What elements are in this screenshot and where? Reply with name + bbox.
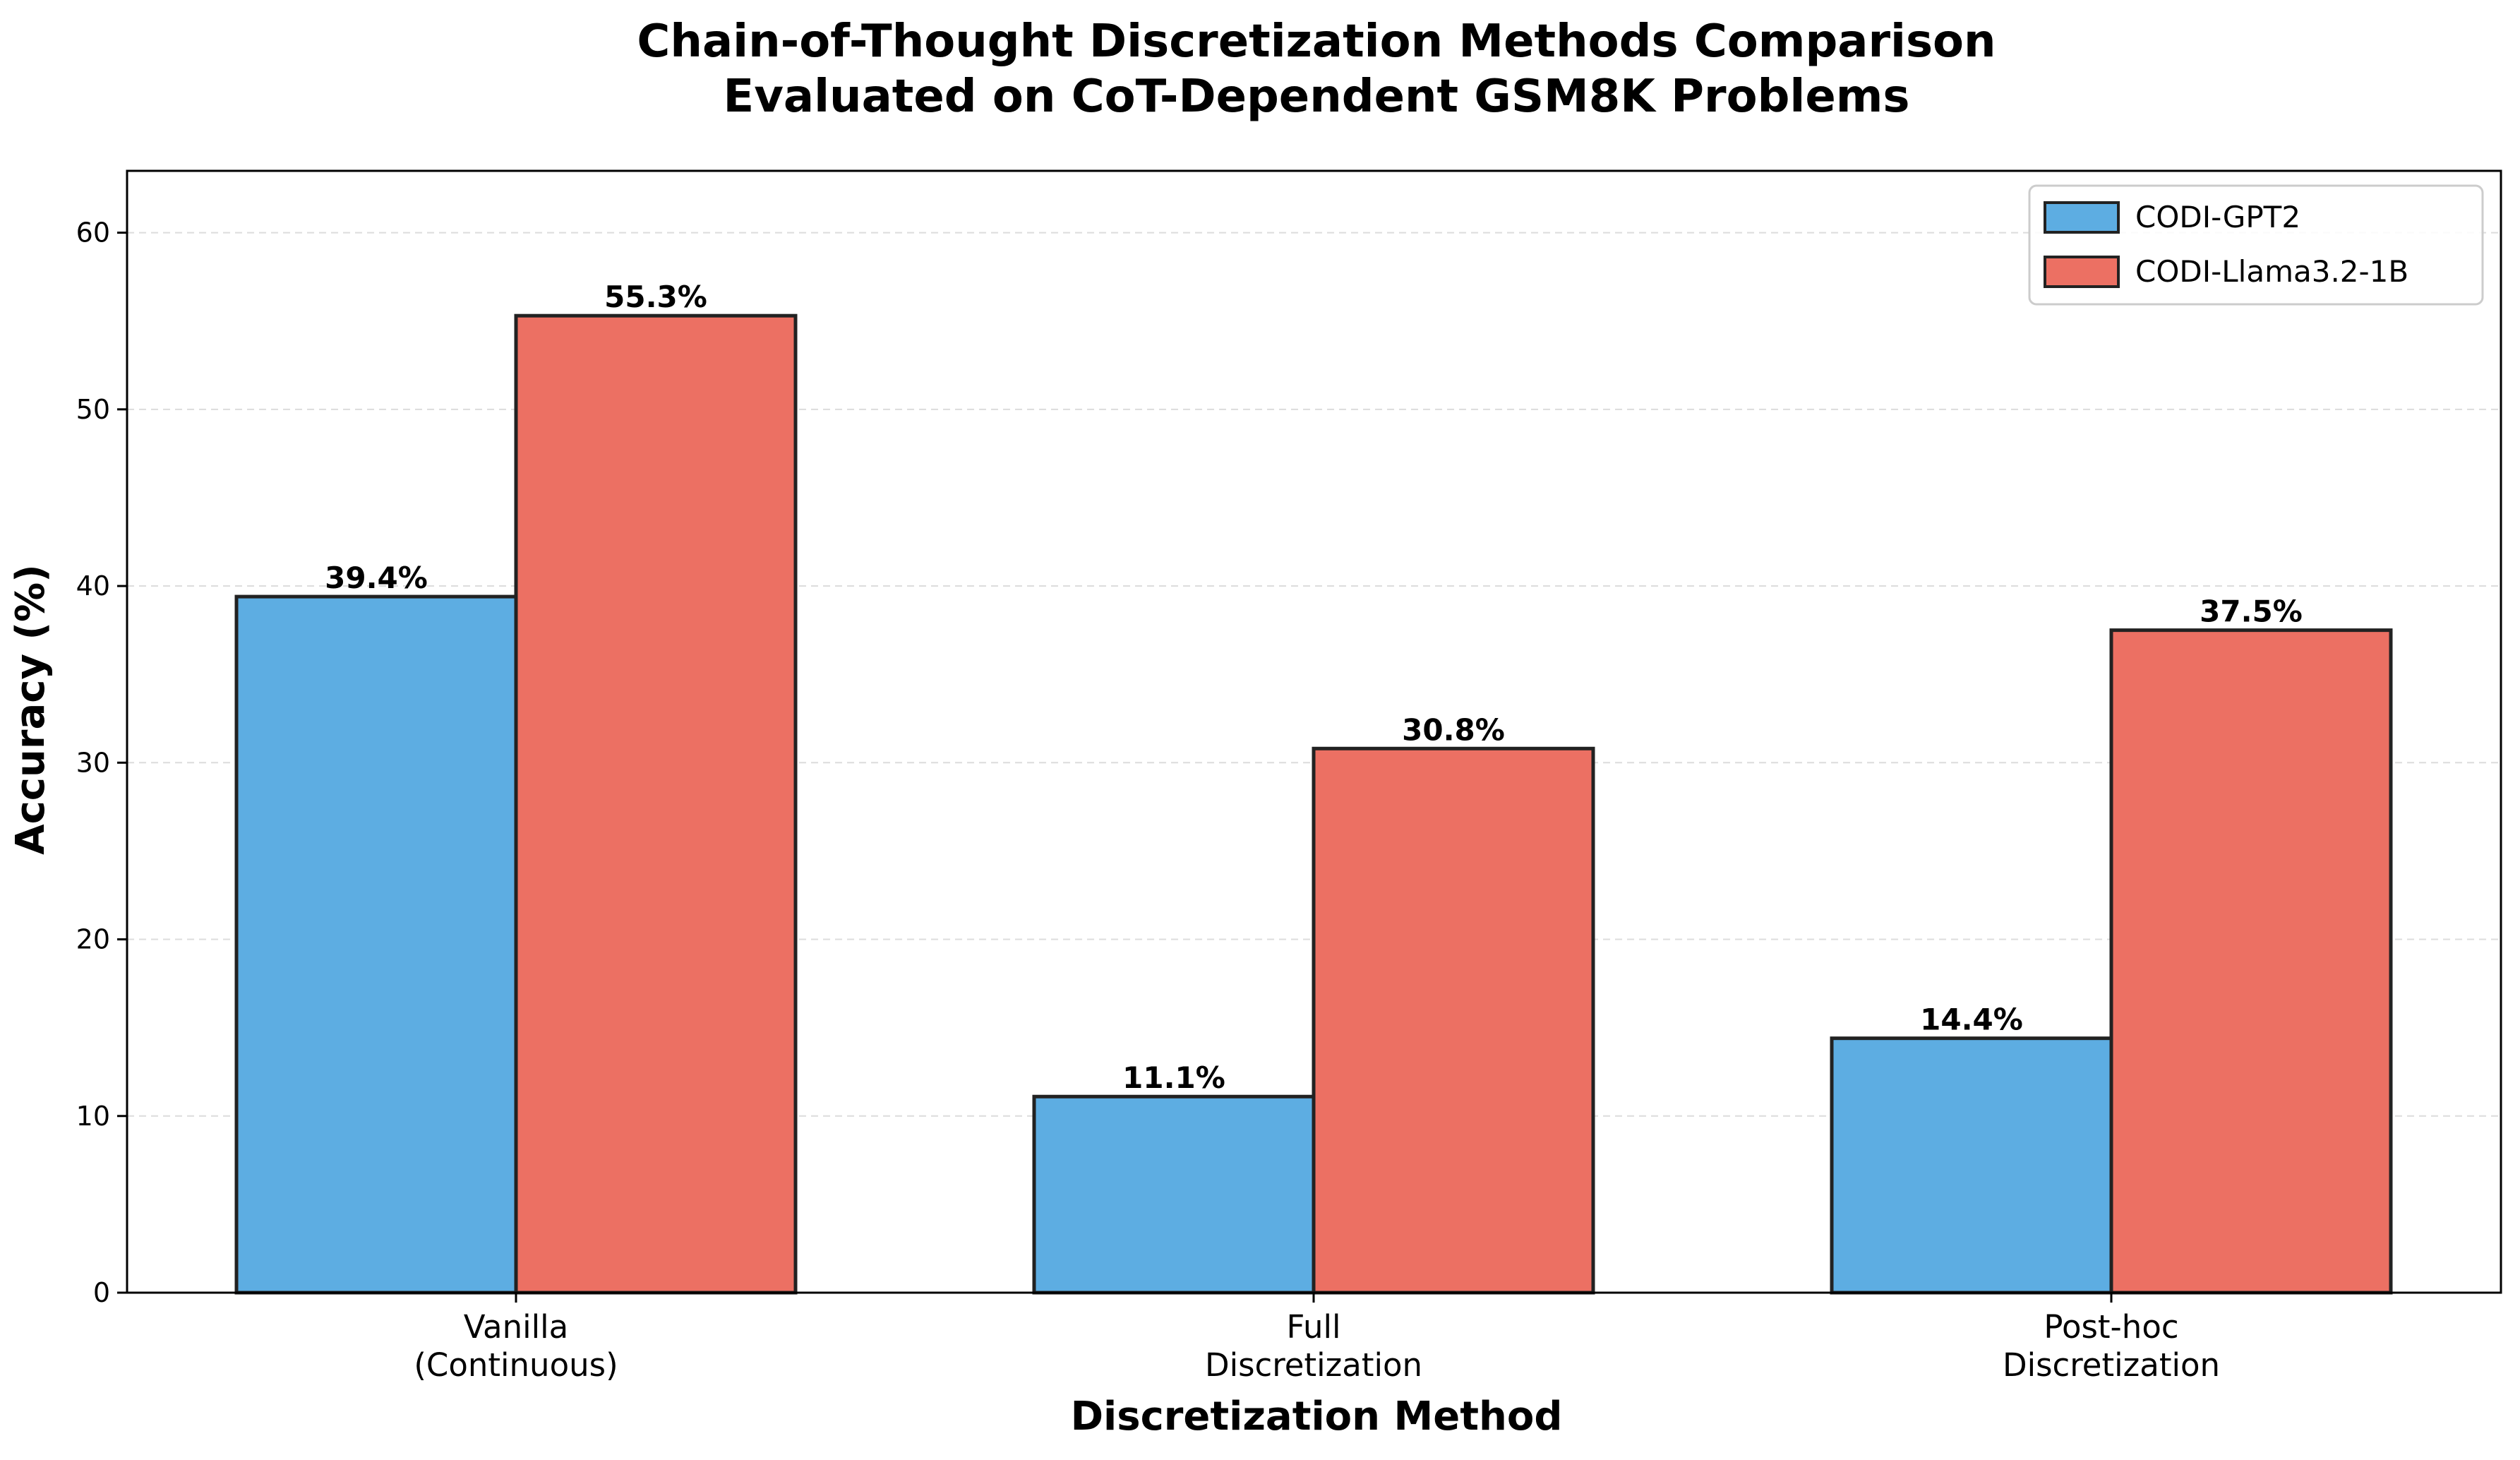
x-tick-label-2-1: Discretization [2003,1346,2220,1384]
bar-CODI-GPT2-1 [1032,1094,1316,1295]
bar-value-label-CODI-GPT2-0: 39.4% [325,561,428,595]
bar-CODI-GPT2-0 [234,594,518,1295]
legend-swatch-CODI-GPT2 [2044,201,2120,234]
legend: CODI-GPT2 CODI-Llama3.2-1B [2028,184,2484,306]
bar-CODI-Llama3.2-1B-0 [514,313,798,1295]
chart-title-line-2: Evaluated on CoT-Dependent GSM8K Problem… [723,71,1909,123]
y-axis-label: Accuracy (%) [8,564,54,855]
chart-title-line-1: Chain-of-Thought Discretization Methods … [637,16,1996,68]
bar-value-label-CODI-Llama3.2-1B-0: 55.3% [604,280,707,314]
x-tick-label-1-1: Discretization [1205,1346,1422,1384]
legend-label-CODI-Llama3.2-1B: CODI-Llama3.2-1B [2135,254,2408,289]
bar-value-label-CODI-Llama3.2-1B-2: 37.5% [2200,594,2303,629]
x-tick-label-0-0: Vanilla [464,1308,568,1346]
bar-value-label-CODI-GPT2-2: 14.4% [1920,1003,2023,1037]
bar-CODI-Llama3.2-1B-2 [2109,628,2393,1295]
x-tick-label-0-1: (Continuous) [414,1346,618,1384]
bar-value-label-CODI-Llama3.2-1B-1: 30.8% [1402,712,1505,747]
x-axis-label: Discretization Method [1071,1394,1563,1440]
y-tick-label-30: 30 [76,747,110,778]
y-axis-ticks: 0 10 20 30 40 50 60 [76,217,127,1308]
bar-value-labels: 39.4% 55.3% 11.1% 30.8% 14.4% 37.5% [325,280,2303,1095]
x-tick-label-1-0: Full [1287,1308,1341,1346]
legend-frame [2028,184,2484,306]
bar-value-label-CODI-GPT2-1: 11.1% [1122,1060,1225,1095]
y-tick-label-10: 10 [76,1101,110,1132]
bar-CODI-GPT2-2 [1830,1036,2113,1295]
y-tick-label-20: 20 [76,924,110,955]
y-tick-label-50: 50 [76,394,110,425]
y-tick-label-0: 0 [93,1277,110,1308]
legend-swatch-CODI-Llama3.2-1B [2044,256,2120,288]
bars [234,313,2393,1295]
y-tick-label-40: 40 [76,570,110,602]
y-tick-label-60: 60 [76,217,110,249]
legend-label-CODI-GPT2: CODI-GPT2 [2135,200,2300,234]
x-tick-label-2-0: Post-hoc [2044,1308,2178,1346]
bar-CODI-Llama3.2-1B-1 [1312,746,1595,1295]
x-axis-ticks: Vanilla(Continuous)FullDiscretizationPos… [414,1293,2220,1384]
